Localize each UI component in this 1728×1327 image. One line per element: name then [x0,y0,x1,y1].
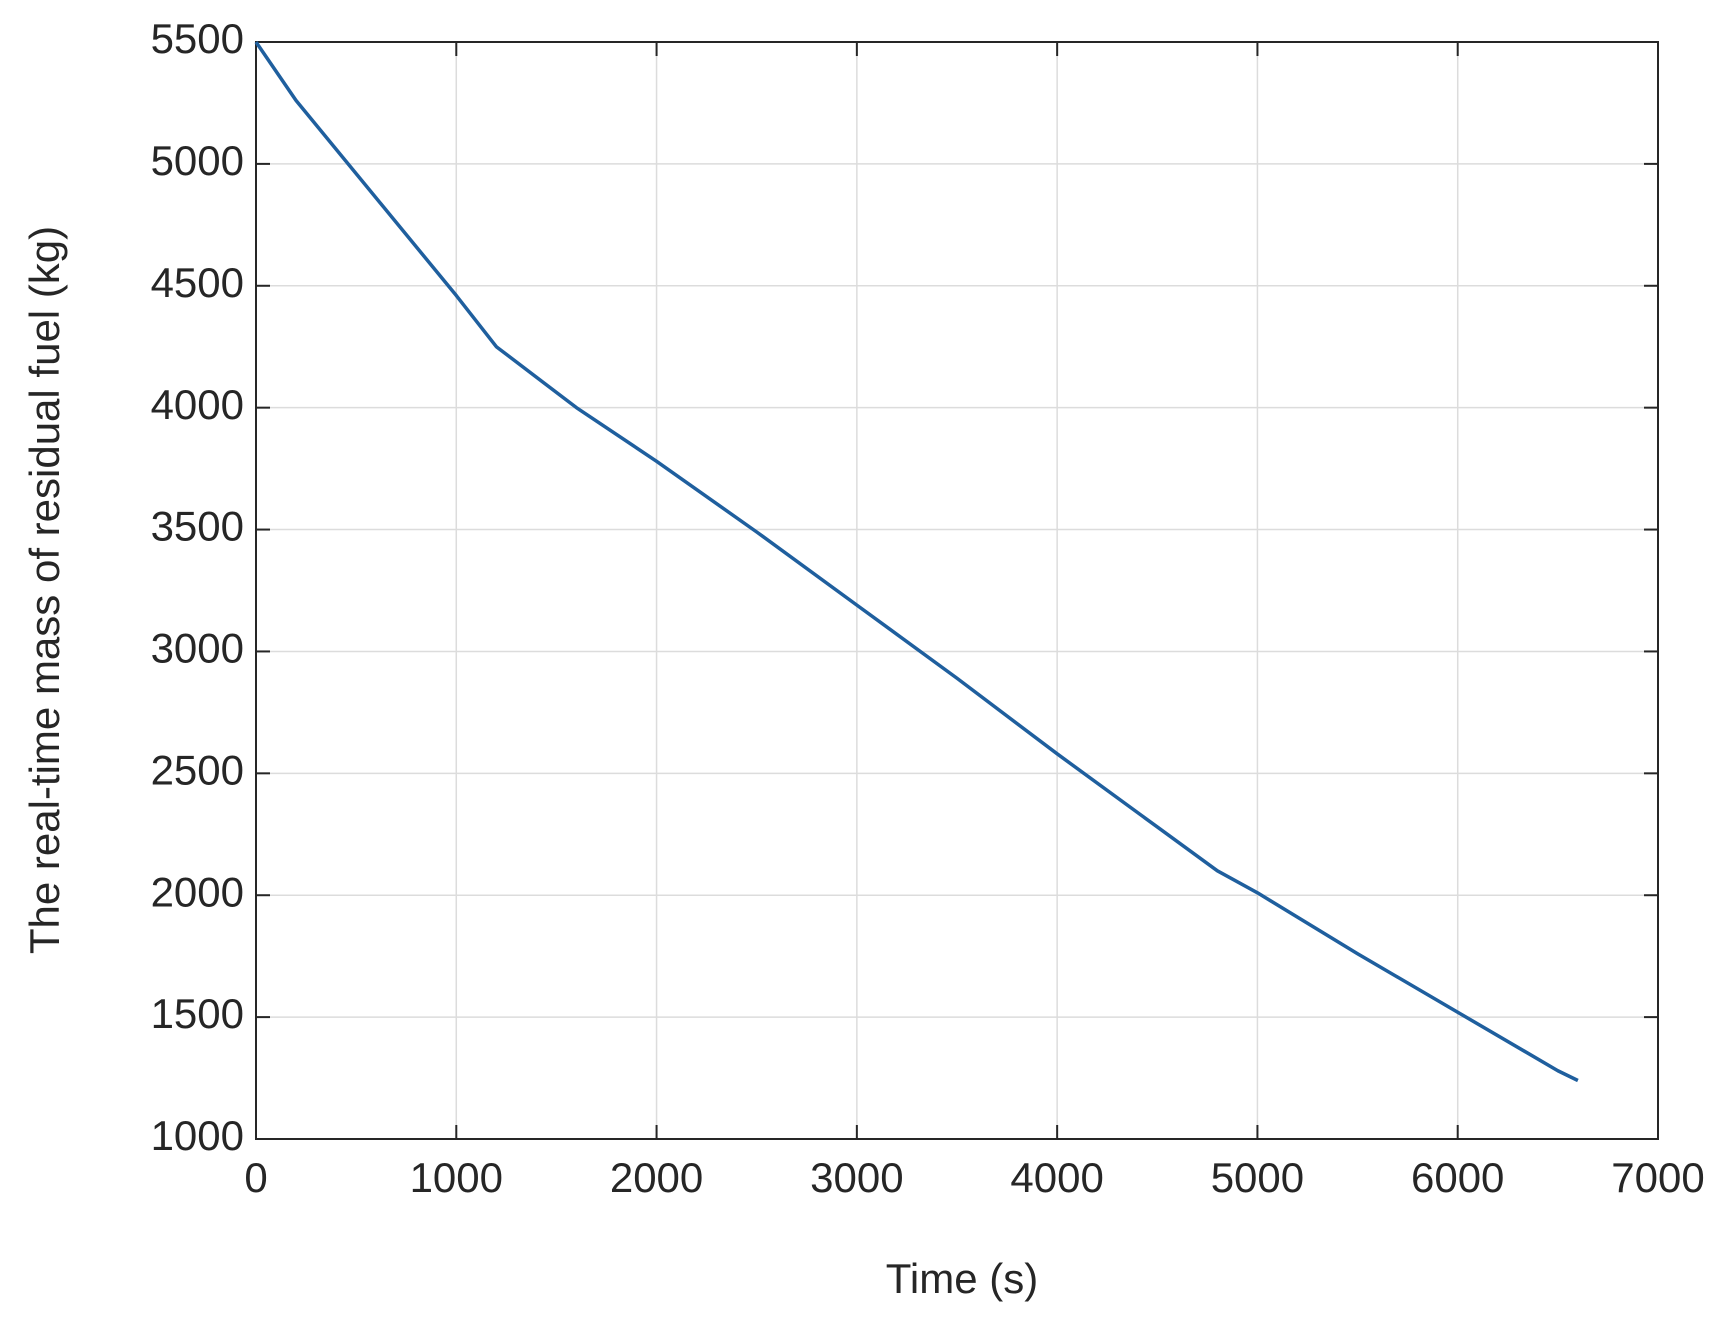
y-tick-label: 3000 [151,625,244,672]
y-tick-label: 1500 [151,990,244,1037]
x-tick-label: 2000 [610,1154,703,1201]
y-tick-label: 5000 [151,137,244,184]
x-tick-label: 5000 [1211,1154,1304,1201]
data-line [254,41,1579,1083]
y-tick-label: 4000 [151,381,244,428]
y-axis-label: The real-time mass of residual fuel (kg) [21,226,68,954]
y-tick-label: 1000 [151,1112,244,1159]
x-tick-label: 3000 [810,1154,903,1201]
x-tick-label: 0 [244,1154,267,1201]
x-tick-label: 1000 [410,1154,503,1201]
x-axis-label: Time (s) [886,1255,1038,1302]
y-tick-label: 3500 [151,503,244,550]
y-tick-label: 2000 [151,868,244,915]
y-tick-label: 5500 [151,15,244,62]
y-tick-label: 4500 [151,259,244,306]
x-tick-label: 7000 [1611,1154,1704,1201]
x-tick-label: 4000 [1010,1154,1103,1201]
plot-frame [255,41,1659,1140]
y-tick-label: 2500 [151,746,244,793]
x-tick-label: 6000 [1411,1154,1504,1201]
